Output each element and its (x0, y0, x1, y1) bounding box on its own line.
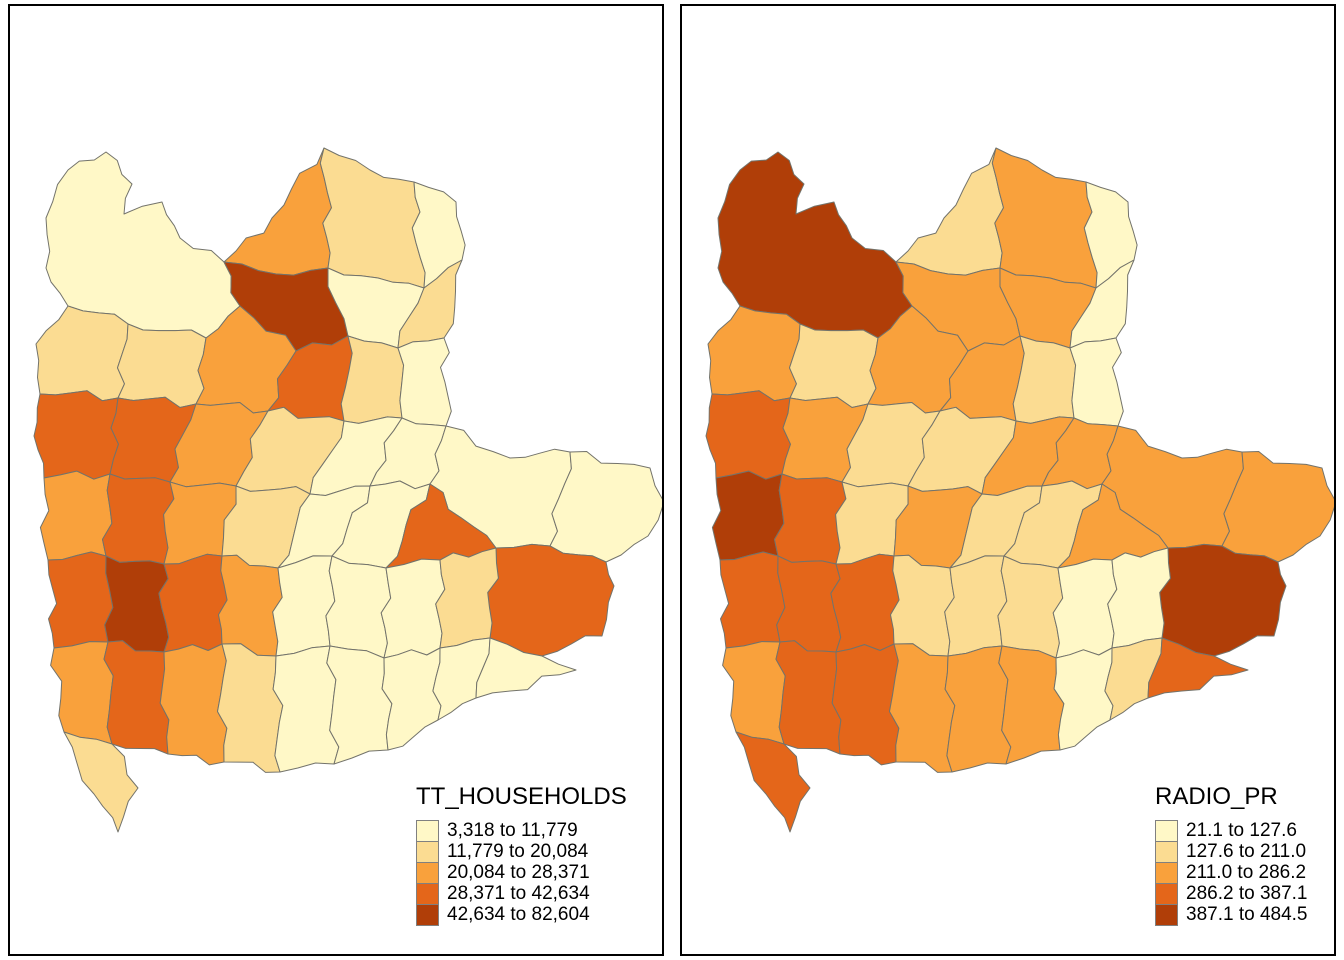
legend-row: 11,779 to 20,084 (416, 841, 627, 863)
district (895, 147, 1004, 276)
district (1053, 647, 1114, 751)
district (47, 551, 114, 649)
district (1052, 558, 1118, 659)
district (831, 643, 900, 766)
legend-row: 211.0 to 286.2 (1155, 862, 1308, 884)
district (35, 305, 129, 402)
district (217, 643, 284, 773)
legend-class-label: 127.6 to 211.0 (1186, 841, 1307, 862)
legend-title-left: TT_HOUSEHOLDS (416, 783, 627, 810)
district (1069, 337, 1124, 427)
legend-row: 127.6 to 211.0 (1155, 841, 1308, 863)
district (774, 473, 847, 565)
district (719, 551, 786, 649)
legend-class-label: 211.0 to 286.2 (1186, 862, 1307, 883)
legend-swatch (1155, 862, 1178, 884)
district (830, 553, 900, 653)
legend-swatch (416, 904, 439, 926)
legend-swatch (1155, 904, 1178, 926)
district (50, 641, 114, 745)
district (218, 554, 283, 657)
district (705, 390, 791, 480)
map-panel-left: TT_HOUSEHOLDS 3,318 to 11,779 11,779 to 2… (8, 4, 664, 956)
district (117, 323, 207, 408)
district (707, 305, 801, 402)
legend-class-label: 42,634 to 82,604 (447, 904, 590, 925)
district (381, 647, 442, 751)
district (272, 555, 336, 657)
legend-swatch (1155, 820, 1178, 842)
legend-class-label: 3,318 to 11,779 (447, 820, 578, 841)
district (711, 470, 785, 561)
legend-row: 42,634 to 82,604 (416, 904, 627, 926)
map-panel-right: RADIO_PR 21.1 to 127.6 127.6 to 211.0 211.… (680, 4, 1336, 956)
district (223, 147, 332, 276)
district (775, 640, 842, 755)
legend-class-label: 286.2 to 387.1 (1186, 883, 1308, 904)
legend-items-right: 21.1 to 127.6 127.6 to 211.0 211.0 to 286.… (1155, 820, 1308, 926)
district (944, 555, 1008, 657)
choropleth-map-left (33, 147, 662, 833)
legend-title-right: RADIO_PR (1155, 783, 1278, 810)
legend-swatch (416, 841, 439, 863)
district (325, 555, 392, 659)
district (735, 731, 811, 833)
district (997, 555, 1064, 659)
district (397, 259, 463, 349)
district (1221, 451, 1334, 563)
district (1159, 543, 1287, 657)
legend-right: RADIO_PR 21.1 to 127.6 127.6 to 211.0 211.… (1155, 784, 1308, 926)
district (1104, 637, 1163, 721)
district (549, 451, 662, 563)
district (991, 147, 1098, 289)
choropleth-map-right (705, 147, 1334, 833)
legend-class-label: 387.1 to 484.5 (1186, 904, 1308, 925)
district (33, 390, 119, 480)
legend-swatch (416, 883, 439, 905)
district (102, 473, 175, 565)
legend-items-left: 3,318 to 11,779 11,779 to 20,084 20,084 to… (416, 820, 627, 926)
legend-class-label: 20,084 to 28,371 (447, 862, 590, 883)
district (39, 470, 113, 561)
district (103, 640, 170, 755)
legend-row: 387.1 to 484.5 (1155, 904, 1308, 926)
district (319, 147, 426, 289)
district (158, 553, 228, 653)
district (890, 554, 955, 657)
legend-swatch (416, 820, 439, 842)
district (1069, 259, 1135, 349)
legend-left: TT_HOUSEHOLDS 3,318 to 11,779 11,779 to 2… (416, 784, 627, 926)
district (1107, 547, 1171, 649)
district (722, 641, 786, 745)
district (487, 543, 615, 657)
district (104, 555, 170, 653)
district (435, 547, 499, 649)
district (789, 323, 879, 408)
district (475, 637, 577, 699)
legend-row: 286.2 to 387.1 (1155, 883, 1308, 905)
legend-class-label: 11,779 to 20,084 (447, 841, 589, 862)
district (63, 731, 139, 833)
district (159, 643, 228, 766)
legend-swatch (1155, 883, 1178, 905)
legend-row: 3,318 to 11,779 (416, 820, 627, 842)
district (889, 643, 956, 773)
district (380, 558, 446, 659)
district (397, 337, 452, 427)
legend-class-label: 21.1 to 127.6 (1186, 820, 1297, 841)
district (776, 555, 842, 653)
district (1147, 637, 1249, 699)
legend-row: 21.1 to 127.6 (1155, 820, 1308, 842)
legend-row: 20,084 to 28,371 (416, 862, 627, 884)
legend-row: 28,371 to 42,634 (416, 883, 627, 905)
legend-class-label: 28,371 to 42,634 (447, 883, 590, 904)
legend-swatch (1155, 841, 1178, 863)
district (432, 637, 491, 721)
legend-swatch (416, 862, 439, 884)
